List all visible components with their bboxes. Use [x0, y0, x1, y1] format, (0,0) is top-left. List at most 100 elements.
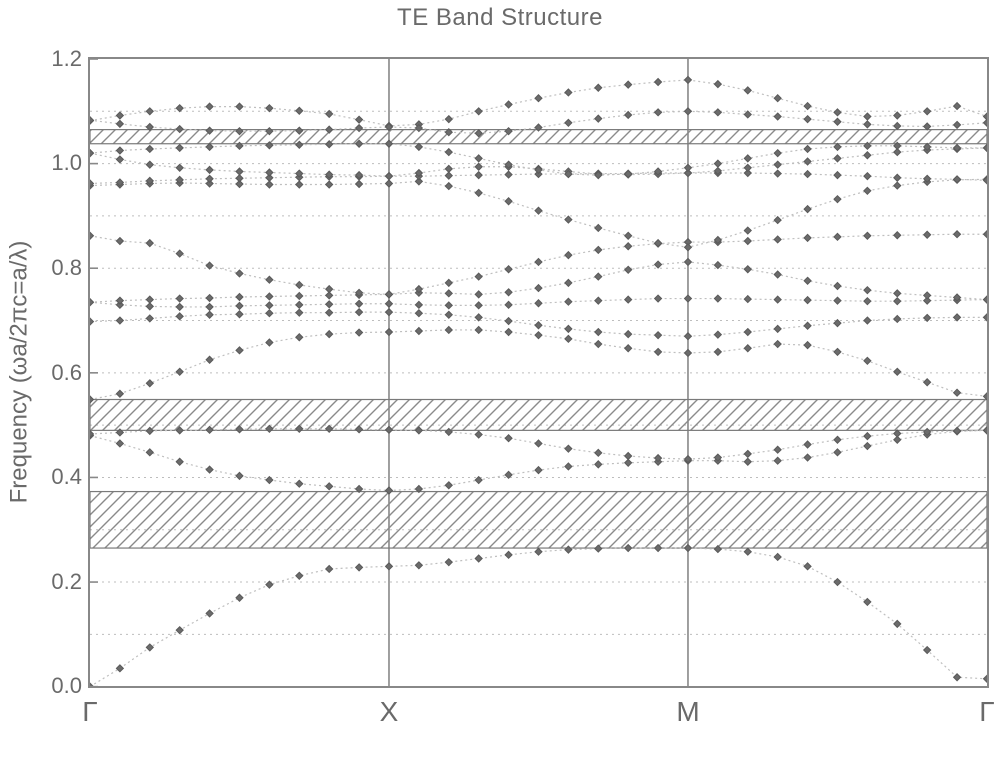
band-marker: [236, 270, 243, 277]
band-marker: [625, 459, 632, 466]
ytick-label: 0.0: [22, 673, 82, 699]
band-marker: [505, 328, 512, 335]
band-marker: [954, 673, 961, 680]
band-marker: [684, 76, 691, 83]
band-marker: [774, 446, 781, 453]
band-marker: [326, 309, 333, 316]
band-marker: [535, 284, 542, 291]
band-marker: [595, 84, 602, 91]
band-marker: [894, 368, 901, 375]
band-marker: [475, 189, 482, 196]
band-marker: [804, 145, 811, 152]
band-marker: [834, 448, 841, 455]
band-marker: [535, 321, 542, 328]
band-marker: [744, 344, 751, 351]
band-marker: [326, 300, 333, 307]
band-marker: [625, 330, 632, 337]
band-marker: [146, 448, 153, 455]
band-marker: [146, 303, 153, 310]
band-marker: [146, 296, 153, 303]
band-marker: [565, 251, 572, 258]
band-marker: [116, 665, 123, 672]
band-marker: [296, 301, 303, 308]
band-marker: [834, 348, 841, 355]
band-marker: [894, 112, 901, 119]
band-marker: [236, 168, 243, 175]
band-marker: [684, 258, 691, 265]
band-marker: [176, 250, 183, 257]
band-marker: [655, 348, 662, 355]
band-marker: [983, 113, 986, 120]
band-marker: [565, 335, 572, 342]
band-marker: [774, 161, 781, 168]
band-marker: [266, 169, 273, 176]
band-marker: [326, 181, 333, 188]
band-marker: [924, 646, 931, 653]
band-marker: [326, 565, 333, 572]
band-marker: [356, 180, 363, 187]
ytick-label: 0.4: [22, 464, 82, 490]
band-marker: [206, 262, 213, 269]
band-marker: [326, 285, 333, 292]
band-marker: [894, 297, 901, 304]
band-marker: [385, 300, 392, 307]
band-marker: [415, 561, 422, 568]
band-marker: [894, 231, 901, 238]
x-axis-label: M: [676, 696, 699, 728]
band-marker: [206, 356, 213, 363]
band-marker: [864, 286, 871, 293]
band-marker: [475, 326, 482, 333]
band-marker: [146, 379, 153, 386]
band-marker: [176, 104, 183, 111]
band-marker: [625, 232, 632, 239]
band-marker: [774, 170, 781, 177]
band-marker: [326, 330, 333, 337]
band-marker: [505, 434, 512, 441]
ytick-label: 1.2: [22, 46, 82, 72]
band-marker: [206, 166, 213, 173]
band-marker: [326, 482, 333, 489]
band-marker: [535, 331, 542, 338]
band-marker: [445, 148, 452, 155]
ytick-label: 0.6: [22, 360, 82, 386]
band-marker: [236, 302, 243, 309]
band-marker: [296, 572, 303, 579]
band-marker: [714, 331, 721, 338]
band-marker: [894, 174, 901, 181]
band-marker: [983, 675, 986, 682]
band-marker: [924, 123, 931, 130]
band-marker: [804, 296, 811, 303]
band-marker: [864, 113, 871, 120]
band-marker: [206, 175, 213, 182]
band-marker: [595, 328, 602, 335]
ytick-label: 1.0: [22, 150, 82, 176]
band-marker: [385, 172, 392, 179]
band-marker: [774, 340, 781, 347]
ytick-label: 0.8: [22, 255, 82, 281]
band-marker: [475, 273, 482, 280]
band-marker: [774, 325, 781, 332]
band-marker: [834, 109, 841, 116]
band-marker: [954, 389, 961, 396]
band-marker: [206, 294, 213, 301]
band-marker: [655, 78, 662, 85]
band-marker: [206, 311, 213, 318]
band-marker: [505, 197, 512, 204]
band-marker: [595, 273, 602, 280]
band-marker: [954, 102, 961, 109]
band-marker: [445, 279, 452, 286]
band-marker: [176, 303, 183, 310]
band-marker: [625, 452, 632, 459]
band-marker: [714, 80, 721, 87]
band-marker: [983, 296, 986, 303]
band-line: [90, 548, 987, 687]
band-marker: [206, 466, 213, 473]
band-marker: [176, 164, 183, 171]
band-marker: [924, 378, 931, 385]
band-marker: [864, 432, 871, 439]
band-marker: [505, 288, 512, 295]
band-line: [90, 330, 987, 400]
band-marker: [90, 318, 93, 325]
band-marker: [625, 266, 632, 273]
band-marker: [385, 563, 392, 570]
